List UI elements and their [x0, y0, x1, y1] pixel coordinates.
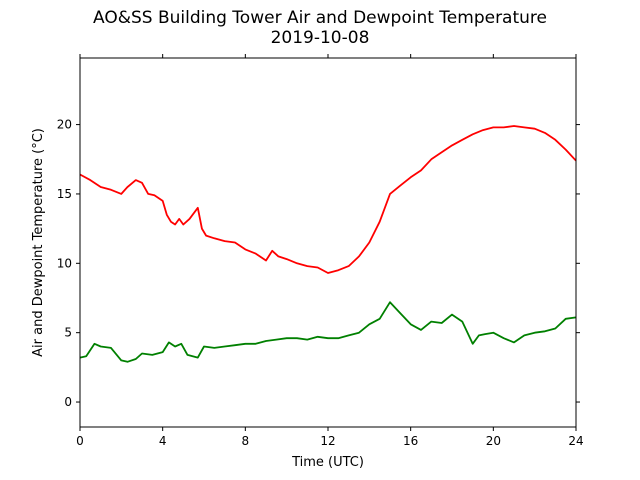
y-tick-label-0: 0	[64, 395, 72, 409]
y-tick-label-2: 10	[57, 256, 72, 270]
y-tick-label-3: 15	[57, 187, 72, 201]
x-tick-label-3: 12	[320, 434, 335, 448]
ticks-layer: 0 4 8 12 16 20 24 0 5 10 15 20	[57, 54, 584, 448]
y-tick-label-4: 20	[57, 118, 72, 132]
chart-title: AO&SS Building Tower Air and Dewpoint Te…	[92, 8, 547, 28]
series-line-0	[79, 125, 577, 274]
x-tick-label-0: 0	[76, 434, 84, 448]
x-tick-label-4: 16	[403, 434, 418, 448]
x-axis-label: Time (UTC)	[291, 455, 364, 470]
chart-subtitle: 2019-10-08	[270, 28, 370, 48]
y-axis-label: Air and Dewpoint Temperature (°C)	[31, 128, 46, 357]
x-tick-label-5: 20	[486, 434, 501, 448]
y-tick-label-1: 5	[64, 326, 72, 340]
series-line-1	[79, 301, 577, 363]
axes-frame	[79, 57, 577, 428]
x-tick-label-1: 4	[159, 434, 167, 448]
x-tick-label-2: 8	[242, 434, 250, 448]
series-layer	[79, 125, 577, 363]
x-tick-label-6: 24	[568, 434, 583, 448]
